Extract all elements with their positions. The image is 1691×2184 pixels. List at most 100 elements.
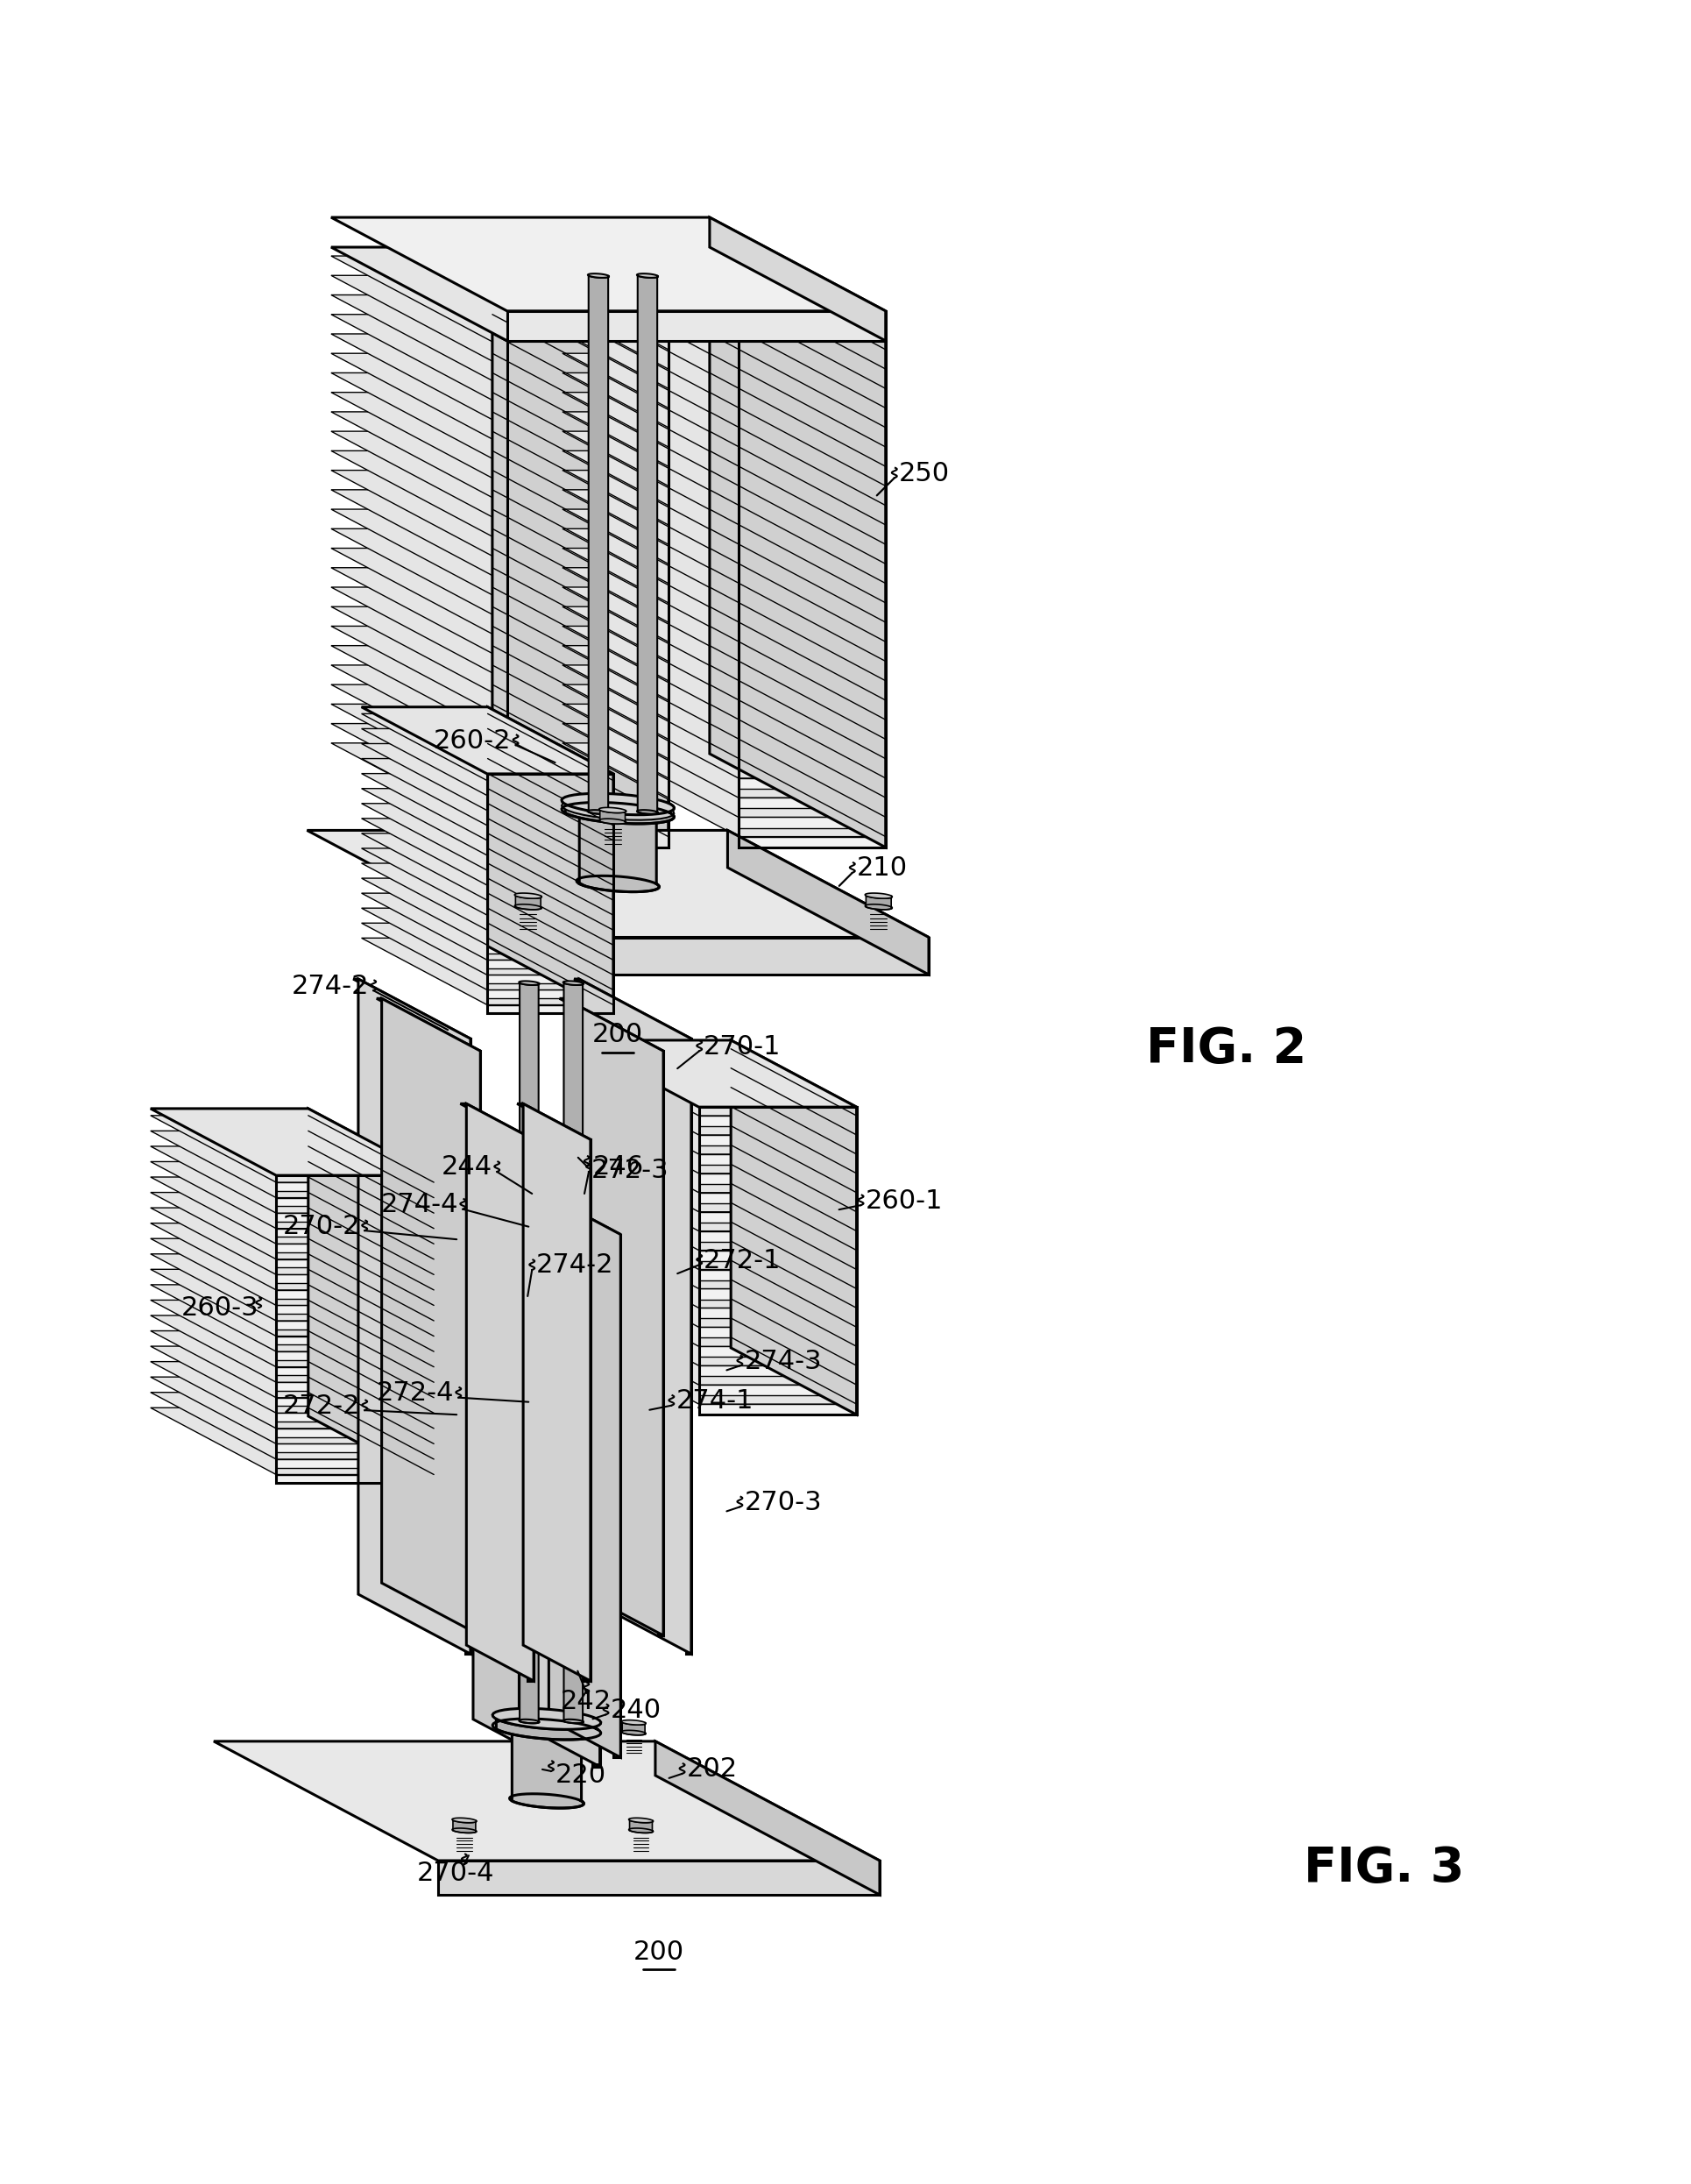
Polygon shape (362, 743, 614, 810)
Polygon shape (276, 1291, 435, 1299)
Polygon shape (739, 544, 886, 555)
Polygon shape (276, 1428, 435, 1437)
Polygon shape (487, 729, 614, 804)
Polygon shape (331, 413, 668, 505)
Polygon shape (331, 256, 668, 349)
Polygon shape (331, 334, 668, 428)
Polygon shape (507, 738, 668, 749)
Polygon shape (514, 893, 541, 898)
Polygon shape (150, 1192, 435, 1260)
Polygon shape (509, 1719, 583, 1732)
Polygon shape (308, 1192, 435, 1267)
Polygon shape (487, 885, 614, 893)
Polygon shape (507, 505, 668, 515)
Polygon shape (492, 470, 668, 574)
Polygon shape (739, 662, 886, 673)
Polygon shape (276, 1260, 435, 1267)
Polygon shape (731, 1125, 857, 1203)
Polygon shape (561, 793, 675, 815)
Polygon shape (331, 723, 668, 817)
Polygon shape (739, 505, 886, 515)
Polygon shape (150, 1409, 435, 1474)
Polygon shape (331, 607, 668, 701)
Polygon shape (331, 314, 668, 408)
Polygon shape (731, 1260, 857, 1339)
Polygon shape (710, 430, 886, 535)
Polygon shape (563, 334, 886, 428)
Polygon shape (658, 1051, 663, 1636)
Polygon shape (710, 743, 886, 847)
Polygon shape (507, 758, 668, 769)
Polygon shape (560, 998, 663, 1051)
Polygon shape (698, 1328, 857, 1339)
Polygon shape (492, 703, 668, 808)
Polygon shape (507, 817, 668, 828)
Polygon shape (739, 758, 886, 769)
Polygon shape (563, 568, 886, 662)
Polygon shape (739, 428, 886, 439)
Polygon shape (276, 1352, 435, 1361)
Polygon shape (866, 895, 893, 909)
Polygon shape (573, 1221, 857, 1289)
Polygon shape (438, 1861, 879, 1896)
Polygon shape (150, 1223, 435, 1291)
Polygon shape (150, 1116, 435, 1182)
Polygon shape (563, 373, 886, 467)
Polygon shape (578, 978, 692, 1653)
Text: 270-4: 270-4 (416, 1861, 494, 1885)
Polygon shape (710, 684, 886, 788)
Polygon shape (698, 1153, 857, 1164)
Polygon shape (487, 819, 614, 893)
Polygon shape (710, 489, 886, 594)
Polygon shape (362, 758, 614, 826)
Polygon shape (308, 1284, 435, 1361)
Polygon shape (362, 847, 614, 915)
Polygon shape (276, 1382, 435, 1391)
Polygon shape (331, 627, 668, 721)
Polygon shape (698, 1345, 857, 1356)
Polygon shape (492, 334, 668, 439)
Polygon shape (580, 810, 659, 891)
Polygon shape (487, 1005, 614, 1013)
Polygon shape (276, 1197, 435, 1206)
Polygon shape (563, 430, 886, 524)
Polygon shape (492, 627, 668, 729)
Text: 200: 200 (634, 1939, 685, 1963)
Polygon shape (507, 428, 668, 439)
Polygon shape (308, 1109, 435, 1483)
Polygon shape (358, 978, 470, 1653)
Polygon shape (362, 939, 614, 1005)
Text: 244: 244 (441, 1155, 492, 1179)
Polygon shape (731, 1164, 857, 1243)
Polygon shape (656, 1741, 879, 1896)
Polygon shape (507, 349, 668, 360)
Polygon shape (710, 413, 886, 515)
Polygon shape (362, 714, 614, 780)
Polygon shape (509, 937, 928, 974)
Text: 240: 240 (610, 1697, 661, 1723)
Polygon shape (308, 1330, 435, 1406)
Polygon shape (507, 583, 668, 594)
Polygon shape (573, 1068, 857, 1136)
Polygon shape (541, 1197, 621, 1234)
Polygon shape (276, 1459, 435, 1468)
Polygon shape (565, 804, 675, 823)
Polygon shape (492, 393, 668, 496)
Polygon shape (565, 998, 663, 1636)
Polygon shape (487, 924, 614, 998)
Polygon shape (739, 642, 886, 653)
Polygon shape (492, 430, 668, 535)
Polygon shape (331, 548, 668, 642)
Polygon shape (150, 1284, 435, 1352)
Polygon shape (739, 369, 886, 380)
Polygon shape (492, 548, 668, 653)
Polygon shape (573, 1299, 857, 1365)
Polygon shape (308, 1376, 435, 1452)
Polygon shape (487, 788, 614, 863)
Polygon shape (563, 295, 886, 389)
Polygon shape (573, 1260, 857, 1328)
Polygon shape (308, 1269, 435, 1345)
Polygon shape (276, 1245, 435, 1251)
Polygon shape (739, 408, 886, 419)
Polygon shape (276, 1306, 435, 1315)
